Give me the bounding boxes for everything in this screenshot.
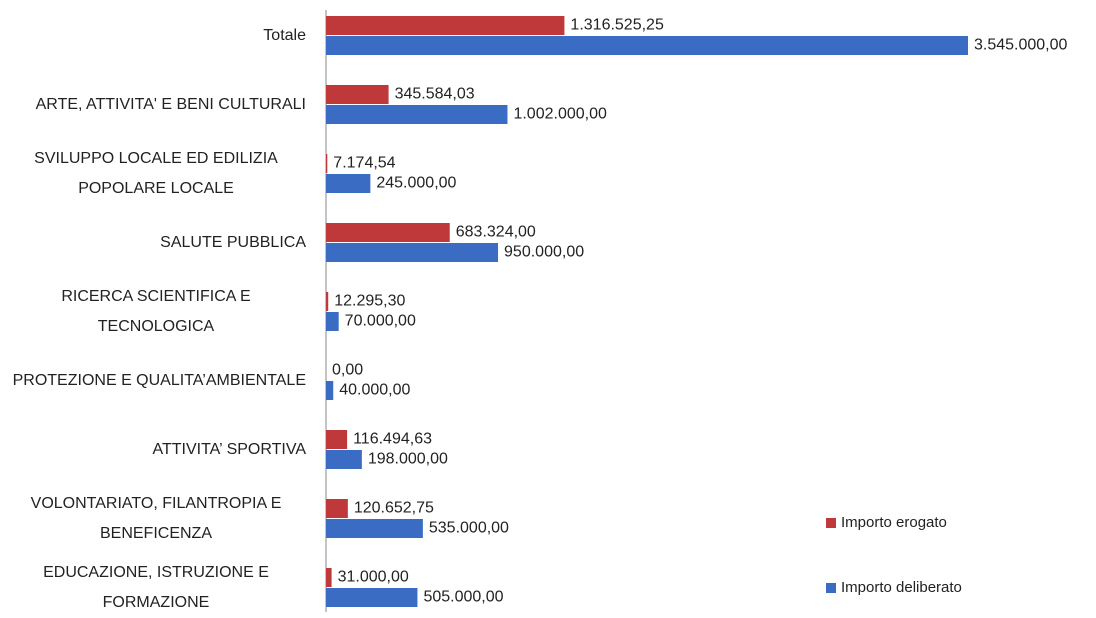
bar [326, 519, 423, 538]
bar [326, 154, 328, 173]
category-text: SALUTE PUBBLICA [160, 234, 306, 251]
value-label: 505.000,00 [423, 589, 503, 606]
bar [326, 16, 565, 35]
value-label: 950.000,00 [504, 244, 584, 261]
value-label: 12.295,30 [334, 293, 405, 310]
category-label: PROTEZIONE E QUALITA’AMBIENTALE [6, 366, 306, 396]
legend-item: Importo erogato [826, 514, 947, 531]
bar [326, 105, 508, 124]
category-text: RICERCA SCIENTIFICA E TECNOLOGICA [61, 288, 251, 335]
category-text: Totale [263, 27, 306, 44]
bar [326, 450, 362, 469]
value-label: 40.000,00 [339, 382, 410, 399]
category-label: VOLONTARIATO, FILANTROPIA E BENEFICENZA [6, 489, 306, 549]
category-text: SVILUPPO LOCALE ED EDILIZIA POPOLARE LOC… [34, 150, 278, 197]
value-label: 1.002.000,00 [513, 106, 607, 123]
value-label: 70.000,00 [345, 313, 416, 330]
category-label: ATTIVITA’ SPORTIVA [6, 435, 307, 465]
value-label: 116.494,63 [353, 431, 432, 448]
value-label: 198.000,00 [368, 451, 448, 468]
value-label: 1.316.525,25 [570, 17, 664, 34]
bar [326, 312, 339, 331]
bar [326, 588, 418, 607]
legend-swatch [826, 582, 836, 593]
value-label: 535.000,00 [429, 520, 509, 537]
bar [326, 243, 499, 262]
bar [326, 381, 334, 400]
bar [326, 430, 348, 449]
category-text: ARTE, ATTIVITA' E BENI CULTURALI [35, 96, 306, 113]
category-text: ATTIVITA’ SPORTIVA [152, 441, 307, 458]
bar [326, 499, 348, 518]
category-text: VOLONTARIATO, FILANTROPIA E BENEFICENZA [30, 495, 282, 542]
bar [326, 568, 332, 587]
value-label: 3.545.000,00 [974, 37, 1068, 54]
value-label: 683.324,00 [456, 224, 536, 241]
category-label: SALUTE PUBBLICA [6, 228, 306, 258]
bar [326, 85, 389, 104]
value-label: 120.652,75 [354, 500, 434, 517]
legend-label: Importo deliberato [841, 579, 962, 596]
category-label: SVILUPPO LOCALE ED EDILIZIA POPOLARE LOC… [6, 144, 306, 204]
bar [326, 223, 450, 242]
bar [326, 174, 371, 193]
value-label: 0,00 [332, 362, 363, 379]
category-text: EDUCAZIONE, ISTRUZIONE E FORMAZIONE [43, 564, 269, 611]
value-label: 345.584,03 [395, 86, 475, 103]
value-label: 245.000,00 [376, 175, 456, 192]
legend-swatch [826, 517, 836, 528]
bar [326, 292, 329, 311]
value-label: 7.174,54 [333, 155, 395, 172]
category-label: RICERCA SCIENTIFICA E TECNOLOGICA [6, 282, 306, 342]
category-label: EDUCAZIONE, ISTRUZIONE E FORMAZIONE [6, 558, 306, 618]
bar [326, 36, 968, 55]
legend-label: Importo erogato [841, 514, 947, 531]
legend-item: Importo deliberato [826, 579, 962, 596]
value-label: 31.000,00 [338, 569, 409, 586]
category-text: PROTEZIONE E QUALITA’AMBIENTALE [12, 372, 306, 389]
category-label: Totale [6, 21, 306, 51]
category-label: ARTE, ATTIVITA' E BENI CULTURALI [6, 90, 306, 120]
